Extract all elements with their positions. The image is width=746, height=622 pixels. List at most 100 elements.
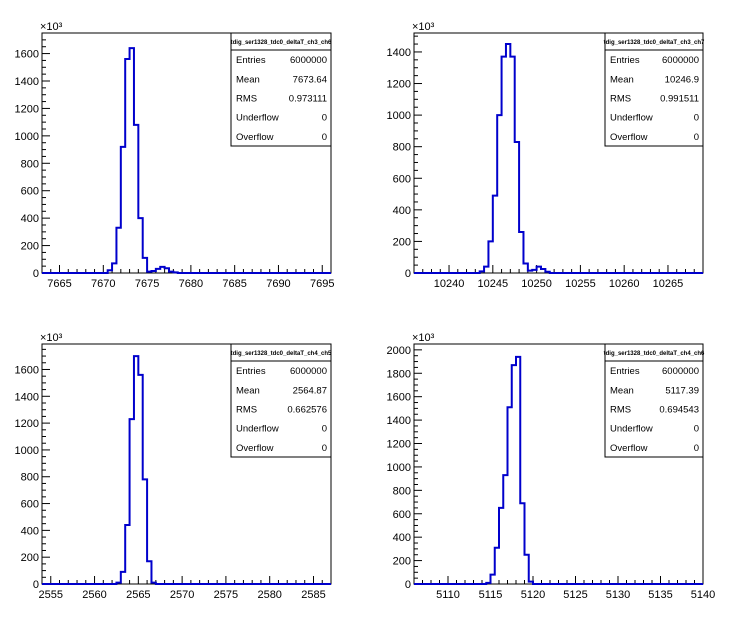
y-tick-label: 0 — [33, 268, 39, 280]
stat-label: RMS — [236, 94, 257, 105]
stat-label: Overflow — [610, 443, 648, 454]
stat-label: Underflow — [610, 113, 653, 124]
y-tick-label: 600 — [21, 499, 39, 511]
x-tick-label: 2560 — [82, 589, 106, 601]
stat-value: 7673.64 — [293, 74, 327, 85]
stat-label: Overflow — [610, 132, 648, 143]
x-tick-label: 7665 — [47, 278, 71, 290]
histogram-line — [414, 43, 703, 274]
y-tick-label: 1000 — [15, 445, 39, 457]
stat-label: Entries — [236, 366, 266, 377]
y-tick-label: 1200 — [387, 79, 411, 91]
y-tick-label: 400 — [21, 213, 39, 225]
stat-label: Overflow — [236, 132, 274, 143]
y-tick-label: 1400 — [387, 415, 411, 427]
y-tick-label: 200 — [393, 556, 411, 568]
y-exponent-label: ×10³ — [40, 332, 63, 344]
stats-box: tdig_ser1328_tdc0_deltaT_ch4_ch6 Entries 6… — [604, 343, 705, 458]
stat-value: 6000000 — [290, 366, 327, 377]
stat-value: 10246.9 — [665, 74, 699, 85]
stat-value: 6000000 — [662, 366, 699, 377]
stats-box: tdig_ser1328_tdc0_deltaT_ch3_ch7 Entries 6… — [604, 32, 705, 147]
stat-label: Mean — [610, 74, 634, 85]
x-tick-label: 5120 — [521, 589, 545, 601]
x-tick-label: 2565 — [126, 589, 150, 601]
histogram-line — [42, 355, 331, 585]
histogram-line — [42, 47, 331, 274]
x-tick-label: 10265 — [653, 278, 684, 290]
stats-box: tdig_ser1328_tdc0_deltaT_ch3_ch6 Entries 6… — [230, 32, 332, 147]
x-tick-label: 2575 — [214, 589, 238, 601]
y-tick-label: 800 — [393, 485, 411, 497]
y-tick-label: 400 — [393, 532, 411, 544]
histogram-title: tdig_ser1328_tdc0_deltaT_ch3_ch7 — [604, 40, 705, 46]
stat-value: 0.973111 — [289, 94, 327, 105]
y-exponent-label: ×10³ — [412, 332, 435, 344]
stat-label: Underflow — [610, 424, 653, 435]
y-tick-label: 1600 — [15, 49, 39, 61]
stat-label: Entries — [236, 55, 266, 66]
y-tick-label: 200 — [21, 241, 39, 253]
stats-box-frame — [604, 343, 704, 458]
stat-label: RMS — [610, 405, 631, 416]
x-tick-label: 5130 — [606, 589, 630, 601]
stat-value: 0 — [322, 132, 327, 143]
stat-value: 0 — [694, 132, 699, 143]
stat-label: Entries — [610, 55, 640, 66]
y-tick-label: 1400 — [15, 76, 39, 88]
y-tick-label: 2000 — [387, 345, 411, 357]
stat-value: 6000000 — [662, 55, 699, 66]
x-tick-label: 7680 — [179, 278, 203, 290]
x-tick-label: 7685 — [222, 278, 246, 290]
stat-value: 0 — [322, 443, 327, 454]
histogram-title: tdig_ser1328_tdc0_deltaT_ch4_ch5 — [231, 351, 332, 357]
x-tick-label: 10255 — [565, 278, 596, 290]
x-tick-label: 7670 — [91, 278, 115, 290]
y-tick-label: 0 — [405, 579, 411, 591]
stat-label: RMS — [236, 405, 257, 416]
x-tick-label: 2570 — [170, 589, 194, 601]
x-tick-label: 2580 — [257, 589, 281, 601]
stats-box-frame — [604, 32, 704, 147]
y-tick-label: 600 — [393, 509, 411, 521]
y-exponent-label: ×10³ — [412, 21, 435, 33]
stat-value: 6000000 — [290, 55, 327, 66]
x-tick-label: 2585 — [301, 589, 325, 601]
x-tick-label: 2555 — [39, 589, 63, 601]
histogram-panel-2: 10240 10245 10250 10255 10260 10265 0 200 400 600… — [387, 21, 706, 290]
y-tick-label: 1200 — [15, 418, 39, 430]
x-tick-label: 7690 — [266, 278, 290, 290]
x-tick-label: 5115 — [479, 589, 503, 601]
x-tick-label: 10240 — [434, 278, 465, 290]
stat-label: Entries — [610, 366, 640, 377]
histogram-line — [414, 355, 703, 585]
y-tick-label: 600 — [393, 173, 411, 185]
histogram-panel-3: 2555 2560 2565 2570 2575 2580 2585 0 200 400 600 80… — [15, 332, 333, 601]
x-tick-label: 5125 — [563, 589, 587, 601]
y-tick-label: 800 — [21, 472, 39, 484]
stat-label: Mean — [236, 74, 260, 85]
stat-label: RMS — [610, 94, 631, 105]
stat-value: 2564.87 — [293, 385, 327, 396]
histogram-panel-4: 5110 5115 5120 5125 5130 5135 5140 0 200 400 600 80… — [387, 332, 716, 601]
y-tick-label: 1400 — [15, 391, 39, 403]
y-tick-label: 1600 — [387, 392, 411, 404]
y-tick-label: 1400 — [387, 47, 411, 59]
y-tick-label: 400 — [393, 205, 411, 217]
stat-value: 0.662576 — [287, 405, 327, 416]
stat-value: 0 — [322, 113, 327, 124]
y-tick-label: 400 — [21, 525, 39, 537]
histogram-title: tdig_ser1328_tdc0_deltaT_ch4_ch6 — [604, 351, 705, 357]
stat-label: Mean — [610, 385, 634, 396]
stat-value: 0 — [694, 443, 699, 454]
y-tick-label: 1200 — [387, 439, 411, 451]
y-tick-label: 0 — [405, 268, 411, 280]
y-exponent-label: ×10³ — [40, 21, 63, 33]
x-tick-label: 10260 — [609, 278, 640, 290]
stat-value: 0.991511 — [660, 94, 699, 105]
stats-box-frame — [230, 343, 332, 458]
y-tick-label: 200 — [393, 236, 411, 248]
y-tick-label: 1200 — [15, 103, 39, 115]
stat-value: 0 — [694, 424, 699, 435]
